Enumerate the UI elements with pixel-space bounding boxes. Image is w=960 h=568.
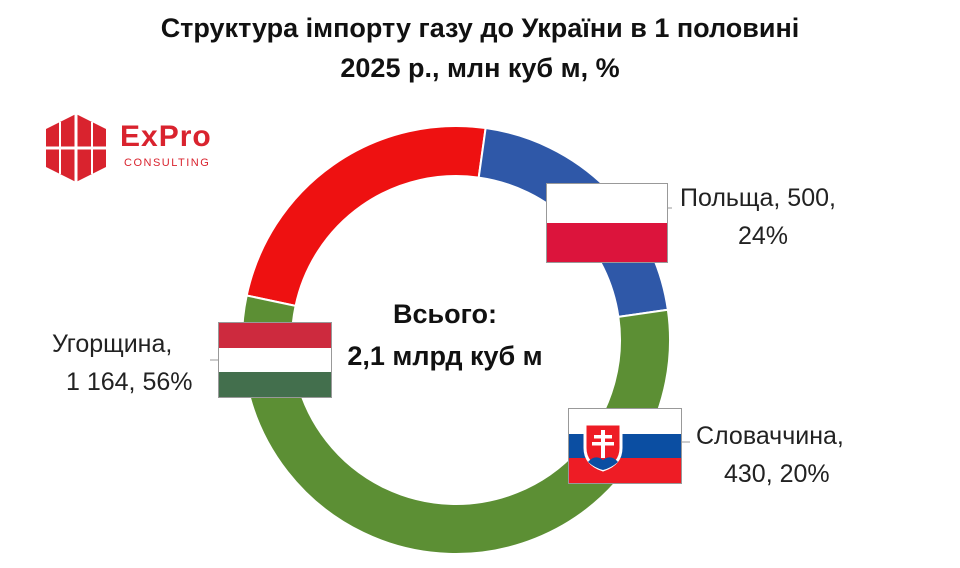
label-poland-line1: Польща, 500, [680,184,836,212]
label-slovakia-line1: Словаччина, [696,422,844,450]
chart-title: Структура імпорту газу до України в 1 по… [0,8,960,88]
slovakia-flag-icon [568,408,682,484]
label-hungary-line1: Угорщина, [52,330,173,358]
hungary-flag-icon [218,322,332,398]
expro-cube-icon [46,114,106,182]
logo-wordmark: ExPro [120,120,212,153]
title-line-2: 2025 р., млн куб м, % [340,53,620,83]
slovak-coat-of-arms-icon [583,422,623,472]
center-total-label: Всього: [393,299,497,329]
donut-segment-poland [245,125,487,308]
logo-subtitle: CONSULTING [124,157,211,169]
center-total-value: 2,1 млрд куб м [347,341,543,371]
label-slovakia-line2: 430, 20% [724,460,830,488]
poland-flag-icon [546,183,668,263]
label-poland-line2: 24% [738,222,789,250]
donut-segment-hungary [241,294,671,555]
expro-logo: ExPro CONSULTING [40,112,270,186]
title-line-1: Структура імпорту газу до України в 1 по… [160,13,800,43]
label-hungary-line2: 1 164, 56% [66,368,193,396]
